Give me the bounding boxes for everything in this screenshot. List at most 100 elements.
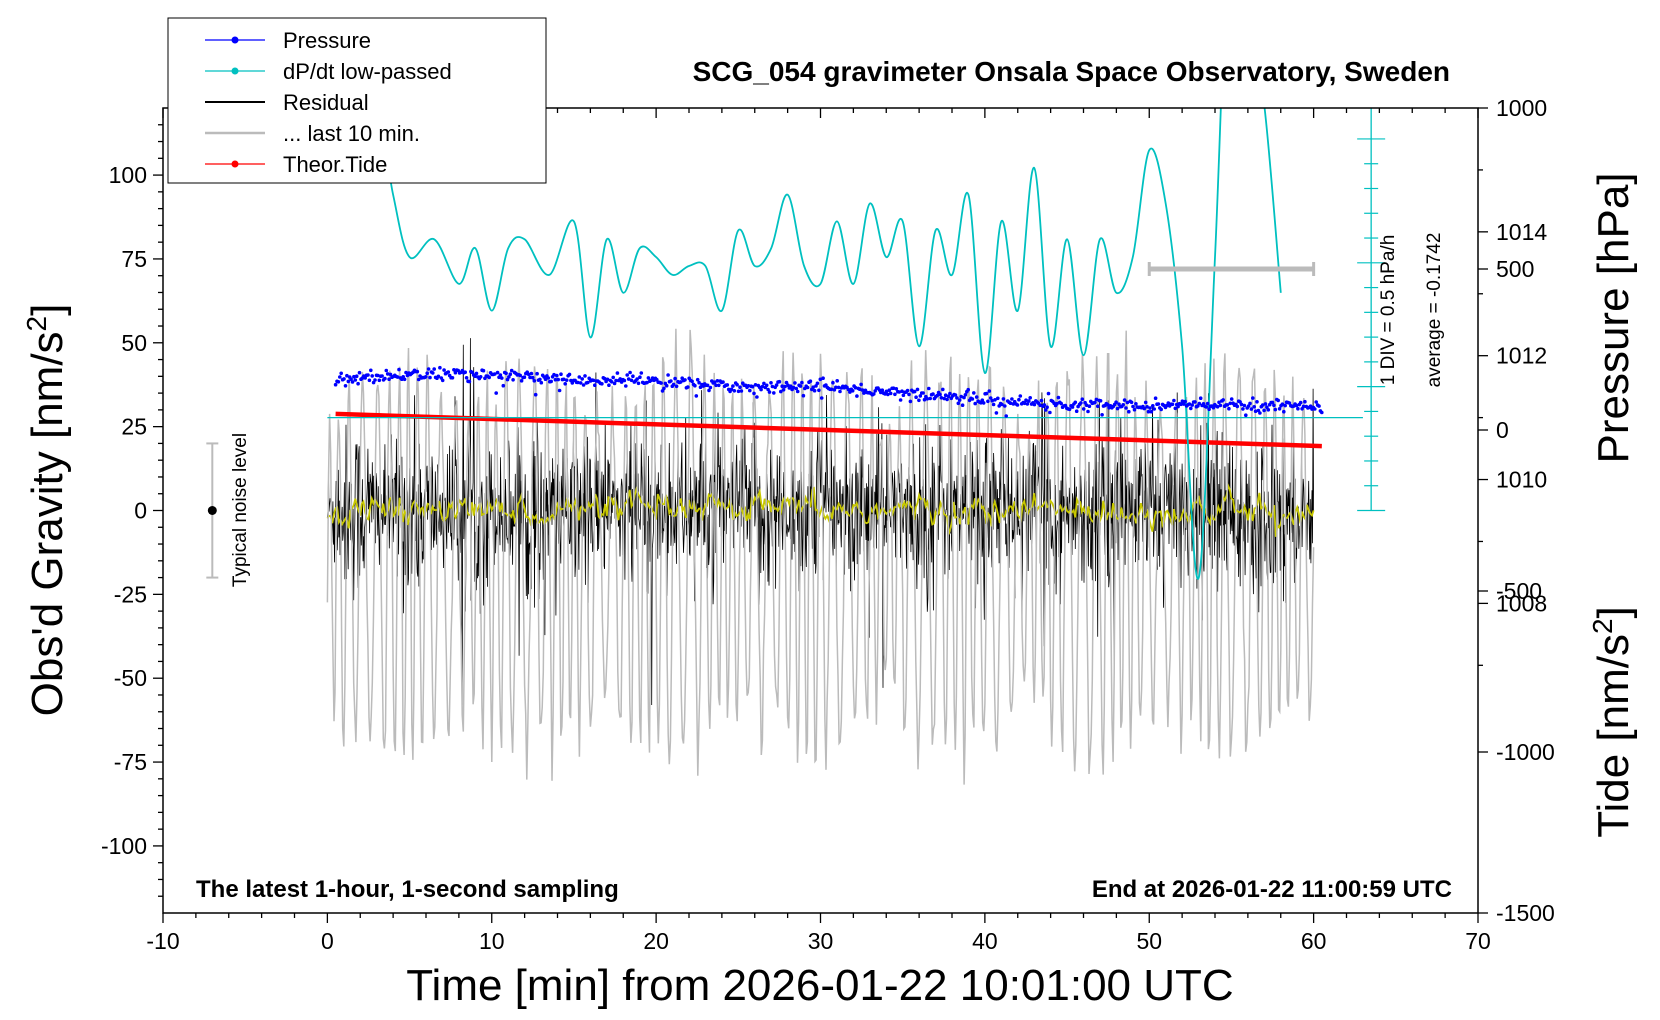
pressure-point [1045,405,1049,410]
pressure-point [487,375,492,380]
pressure-point [385,372,390,376]
pressure-point [1211,405,1216,410]
pressure-point [1283,403,1287,408]
pressure-point [887,388,892,393]
pressure-point [1093,400,1097,405]
pressure-point [1197,401,1202,406]
pressure-point [1100,413,1104,417]
pressure-point [777,379,782,384]
legend: Pressure dP/dt low-passed Residual ... last… [167,17,547,184]
pressure-point [963,393,968,397]
pressure-point [928,396,932,401]
pressure-point [1087,404,1092,409]
pressure-point [752,391,756,396]
pressure-point [1170,402,1175,407]
pressure-point [397,367,401,372]
pressure-point [901,393,906,398]
pressure-point [941,387,945,392]
pressure-point [993,398,997,402]
pressure-point [1096,404,1100,409]
pressure-point [522,375,527,380]
pressure-point [333,382,338,387]
pressure-point [1067,407,1072,412]
pressure-point [835,379,839,383]
pressure-point [996,396,1000,401]
pressure-point [925,397,930,401]
pressure-point [501,383,506,388]
pressure-point [1086,409,1090,414]
pressure-point [659,381,663,385]
x-axis-label: Time [min] from 2026-01-22 10:01:00 UTC [406,961,1233,1010]
pressure-point [1149,409,1154,414]
pressure-point [1190,403,1194,407]
tide-tick-label: -1500 [1496,900,1555,926]
x-tick-label: 20 [643,928,669,954]
pressure-point [1042,403,1047,407]
pressure-point [662,386,666,391]
pressure-point [669,379,673,383]
pressure-point [1142,406,1147,411]
pressure-point [1105,402,1110,407]
pressure-point [1207,407,1211,412]
pressure-point [1260,403,1265,407]
pressure-point [921,391,925,395]
annotation-noise-level: Typical noise level [230,433,251,587]
pressure-point [836,385,841,390]
pressure-point [686,385,690,389]
pressure-point [1180,399,1185,404]
pressure-point [917,398,921,403]
pressure-point [1129,400,1134,405]
pressure-point [935,393,939,398]
pressure-point [738,385,742,390]
pressure-point [1314,400,1318,404]
pressure-point [600,382,604,386]
pressure-point [772,391,776,395]
pressure-point [948,391,952,396]
pressure-point [1308,404,1313,409]
pressure-point [893,392,897,397]
pressure-point [987,389,992,393]
pressure-point [532,379,537,383]
pressure-point [1152,407,1156,411]
x-tick-label: 40 [972,928,998,954]
pressure-point [800,380,804,385]
pressure-point [1084,403,1089,408]
pressure-point [552,372,556,377]
pressure-point [905,388,910,393]
pressure-point [1266,408,1271,412]
pressure-point [1294,403,1299,408]
pressure-point [693,383,697,388]
pressure-point [602,376,607,381]
pressure-point [970,397,975,401]
pressure-point [1229,397,1234,401]
gravity-tick-label: 0 [134,498,147,524]
pressure-point [549,379,553,384]
pressure-point [721,380,725,384]
pressure-point [463,370,468,375]
pressure-point [467,379,472,384]
pressure-point [760,384,765,389]
pressure-point [1303,399,1307,404]
pressure-point [563,382,567,386]
plot-content [206,108,1386,785]
pressure-point [1217,400,1221,405]
pressure-point [415,369,420,374]
pressure-point [625,373,629,377]
legend-label: Pressure [283,28,371,53]
pressure-point [1317,404,1321,408]
pressure-point [639,371,644,375]
pressure-point [1001,397,1006,401]
pressure-point [811,385,815,390]
legend-box [167,17,547,184]
pressure-point [1132,407,1137,412]
pressure-point [622,378,627,383]
x-tick-label: 60 [1301,928,1327,954]
pressure-point [1183,399,1187,404]
pressure-point [767,390,772,394]
pressure-point [556,377,560,382]
pressure-point [817,388,821,393]
annotation-sampling: The latest 1-hour, 1-second sampling [196,876,619,903]
pressure-point [384,368,389,373]
pressure-point [962,395,966,400]
pressure-point [1153,396,1158,401]
